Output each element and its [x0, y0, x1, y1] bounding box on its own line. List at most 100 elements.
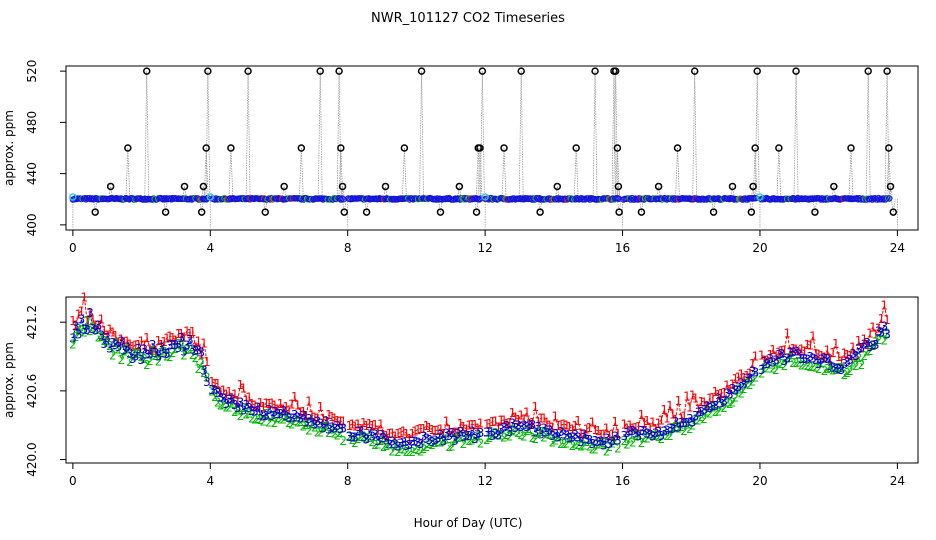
series-1-mark: 1: [686, 401, 694, 415]
series-3-mark: 3: [265, 403, 273, 417]
spike-point: [202, 144, 210, 152]
series-1-mark: 1: [431, 424, 439, 438]
series-2-mark: 2: [192, 351, 200, 365]
baseline-point: [854, 196, 862, 203]
series-2-mark: 2: [749, 375, 757, 389]
series-3-mark: 3: [146, 348, 154, 362]
series-1-mark: 1: [883, 313, 891, 327]
series-2-mark: 2: [560, 437, 568, 451]
series-2-mark: 2: [709, 401, 717, 415]
series-2-mark: 2: [875, 333, 883, 347]
spike-point: [340, 208, 349, 216]
series-3-mark: 3: [746, 372, 754, 386]
series-1-mark: 1: [285, 403, 293, 417]
baseline-point: [198, 196, 205, 203]
spike-connector: [776, 147, 780, 199]
series-1-mark: 1: [803, 338, 811, 352]
series-1-mark: 1: [878, 312, 886, 326]
series-3-mark: 3: [503, 419, 511, 433]
series-3-mark: 3: [169, 338, 177, 352]
series-2-mark: 2: [506, 429, 514, 443]
series-2-mark: 2: [483, 433, 491, 447]
series-3-mark: 3: [371, 428, 379, 442]
baseline-point: [435, 196, 442, 203]
series-2-mark: 2: [377, 434, 385, 448]
series-2-mark: 2: [623, 437, 631, 451]
series-1-mark: 1: [311, 410, 319, 424]
series-1-mark: 1: [366, 417, 374, 431]
baseline-point: [874, 196, 881, 203]
spike-point: [536, 208, 544, 216]
series-2-mark: 2: [663, 429, 671, 443]
series-3-mark: 3: [772, 353, 780, 367]
series-2-mark: 2: [211, 390, 219, 404]
series-2-mark: 2: [649, 429, 657, 443]
spike-connector: [479, 71, 483, 199]
baseline-point: [530, 195, 537, 202]
series-3-mark: 3: [652, 426, 660, 440]
series-3-mark: 3: [411, 435, 419, 449]
baseline-point: [527, 195, 535, 202]
series-2-mark: 2: [675, 421, 683, 435]
series-1-mark: 1: [835, 350, 843, 364]
series-1-mark: 1: [720, 386, 728, 400]
series-2-mark: 2: [160, 344, 168, 358]
series-3-mark: 3: [809, 352, 817, 366]
series-2-mark: 2: [103, 335, 111, 349]
series-3-mark: 3: [540, 422, 548, 436]
series-2-mark: 2: [448, 440, 456, 454]
series-3-mark: 3: [860, 337, 868, 351]
series-2-mark: 2: [109, 348, 117, 362]
series-2-mark: 2: [474, 429, 482, 443]
spike-connector: [694, 71, 698, 199]
series-1-mark: 1: [657, 414, 665, 428]
series-3-mark: 3: [672, 415, 680, 429]
series-3-mark: 3: [620, 429, 628, 443]
series-3-mark: 3: [69, 332, 77, 346]
series-3-mark: 3: [798, 352, 806, 366]
x-axis-label: Hour of Day (UTC): [414, 516, 523, 530]
series-2-mark: 2: [225, 401, 233, 415]
series-3-mark: 3: [177, 331, 185, 345]
series-3-mark: 3: [434, 432, 442, 446]
series-3-mark: 3: [117, 335, 125, 349]
series-1-mark: 1: [652, 422, 660, 436]
series-2-mark: 2: [277, 413, 285, 427]
series-3-mark: 3: [812, 353, 820, 367]
spike-point: [591, 67, 599, 75]
bottom-y-tick-label: 420.0: [25, 442, 39, 476]
series-1-mark: 1: [374, 424, 382, 438]
top-connector-lines: [72, 71, 898, 228]
spike-connector: [575, 147, 579, 199]
series-2-mark: 2: [363, 432, 371, 446]
series-3-mark: 3: [743, 372, 751, 386]
series-2-mark: 2: [115, 342, 123, 356]
series-1-mark: 1: [180, 331, 188, 345]
series-1-mark: 1: [192, 341, 200, 355]
series-2-mark: 2: [812, 361, 820, 375]
series-1-mark: 1: [832, 337, 840, 351]
series-2-mark: 2: [120, 345, 128, 359]
series-3-mark: 3: [351, 431, 359, 445]
series-2-mark: 2: [83, 314, 91, 328]
spike-connector: [336, 71, 340, 199]
series-3-mark: 3: [626, 425, 634, 439]
series-3-mark: 3: [234, 401, 242, 415]
series-1-mark: 1: [231, 388, 239, 402]
series-2-mark: 2: [346, 430, 354, 444]
baseline-point: [86, 195, 93, 202]
spike-connector: [317, 71, 321, 199]
series-2-mark: 2: [183, 343, 191, 357]
series-3-line: [211, 388, 344, 430]
series-2-mark: 2: [152, 349, 160, 363]
series-3-mark: 3: [228, 393, 236, 407]
series-1-mark: 1: [554, 419, 562, 433]
series-1-mark: 1: [106, 322, 114, 336]
spike-point: [227, 144, 235, 152]
spike-point: [261, 208, 270, 216]
series-1-mark: 1: [208, 375, 216, 389]
series-1-mark: 1: [175, 327, 183, 341]
series-2-line: [623, 376, 756, 445]
series-3-mark: 3: [397, 437, 405, 451]
series-1-mark: 1: [580, 427, 588, 441]
